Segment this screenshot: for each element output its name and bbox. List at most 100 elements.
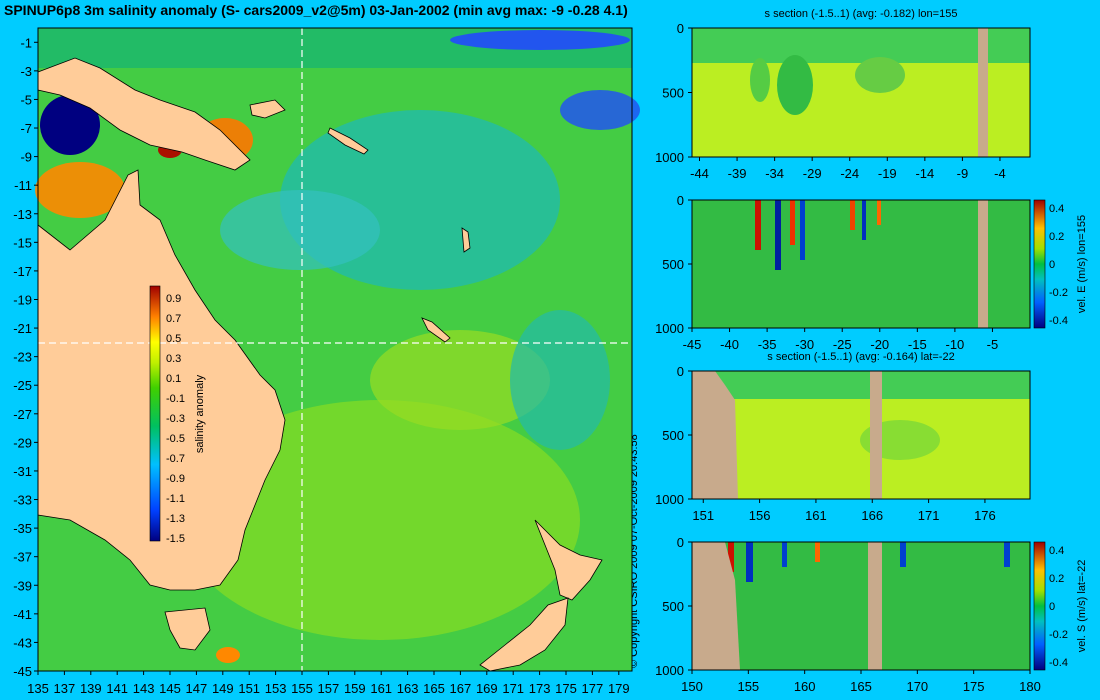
map-y-tick-label: -41 bbox=[13, 607, 32, 622]
map-x-tick-label: 135 bbox=[27, 681, 49, 696]
panel2-blue-stripe bbox=[862, 200, 866, 240]
map-y-tick-label: -19 bbox=[13, 292, 32, 307]
map-x-tick-label: 167 bbox=[450, 681, 472, 696]
map-land-australia bbox=[37, 169, 286, 591]
panel-colorbar-tick-label: -0.2 bbox=[1049, 287, 1068, 299]
panel-x-tick-label: 180 bbox=[1019, 679, 1041, 694]
panel-x-tick-label: -34 bbox=[765, 166, 784, 181]
panel2-blue-stripe bbox=[775, 200, 781, 270]
panel-y-tick-label: 1000 bbox=[655, 663, 684, 678]
section-panel-3: s section (-1.5..1) (avg: -0.164) lat=-2… bbox=[691, 351, 1031, 500]
panel-x-tick-label: -40 bbox=[720, 337, 739, 352]
map-colorbar-tick-label: -1.5 bbox=[166, 533, 185, 545]
panel1-land bbox=[978, 28, 988, 157]
map-field-orange-patch bbox=[216, 647, 240, 663]
panel4-blue-stripe bbox=[746, 542, 753, 582]
panel-x-tick-label: -24 bbox=[840, 166, 859, 181]
map-field-navy-patch bbox=[40, 95, 100, 155]
section-panel-1: s section (-1.5..1) (avg: -0.182) lon=15… bbox=[691, 8, 1031, 158]
panel1-green-plume bbox=[777, 55, 813, 115]
section-panel-4: vel. S (m/s) lat=-22 bbox=[691, 541, 1088, 671]
map-colorbar-tick-label: -0.3 bbox=[166, 413, 185, 425]
map-x-tick-label: 161 bbox=[370, 681, 392, 696]
map-y-tick-label: -43 bbox=[13, 635, 32, 650]
map-land-new-caledonia bbox=[421, 317, 451, 343]
panel4-colorbar bbox=[1033, 541, 1046, 671]
map-colorbar-tick-label: 0.7 bbox=[166, 313, 181, 325]
map-field-cyan-patch bbox=[220, 190, 380, 270]
panel-y-tick-label: 1000 bbox=[655, 321, 684, 336]
panel3-land bbox=[870, 371, 882, 499]
map-panel: 135 137 139 141 143 145 147 149 151 153 155 157 159 1… bbox=[13, 27, 640, 696]
map-land-new-guinea bbox=[37, 57, 251, 171]
map-x-tick-label: 143 bbox=[133, 681, 155, 696]
panel-x-tick-label: -14 bbox=[915, 166, 934, 181]
map-colorbar-tick-label: -0.5 bbox=[166, 433, 185, 445]
map-x-tick-label: 177 bbox=[582, 681, 604, 696]
panel2-colorbar bbox=[1033, 199, 1046, 329]
panel-x-tick-label: 165 bbox=[850, 679, 872, 694]
map-colorbar-tick-label: -0.7 bbox=[166, 453, 185, 465]
map-land-new-britain bbox=[249, 99, 286, 119]
map-colorbar-tick-label: -1.3 bbox=[166, 513, 185, 525]
map-y-tick-label: -35 bbox=[13, 521, 32, 536]
map-colorbar-tick-label: -0.9 bbox=[166, 473, 185, 485]
map-y-tick-label: -1 bbox=[20, 35, 32, 50]
panel2-field bbox=[692, 200, 1030, 328]
section-panel-2: vel. E (m/s) lon=155 bbox=[691, 199, 1088, 329]
panel2-red-stripe bbox=[790, 200, 795, 245]
panel-y-tick-label: 1000 bbox=[655, 150, 684, 165]
panel-x-tick-label: -25 bbox=[833, 337, 852, 352]
panel4-blue-stripe bbox=[900, 542, 906, 567]
map-x-tick-label: 175 bbox=[555, 681, 577, 696]
panel3-surface-band bbox=[692, 371, 1030, 399]
panel-x-tick-label: 160 bbox=[794, 679, 816, 694]
map-y-tick-label: -31 bbox=[13, 464, 32, 479]
panel-y-tick-label: 0 bbox=[677, 535, 684, 550]
map-x-tick-label: 155 bbox=[291, 681, 313, 696]
map-y-tick-label: -15 bbox=[13, 235, 32, 250]
map-y-tick-label: -5 bbox=[20, 92, 32, 107]
panel-y-tick-label: 500 bbox=[662, 86, 684, 101]
panel1-title: s section (-1.5..1) (avg: -0.182) lon=15… bbox=[765, 8, 958, 20]
map-x-tick-label: 163 bbox=[397, 681, 419, 696]
map-y-tick-label: -9 bbox=[20, 150, 32, 165]
map-y-tick-label: -33 bbox=[13, 493, 32, 508]
panel-x-tick-label: -45 bbox=[683, 337, 702, 352]
panel-x-tick-label: 171 bbox=[918, 508, 940, 523]
map-y-tick-label: -27 bbox=[13, 407, 32, 422]
map-field-cyan-patch bbox=[510, 310, 610, 450]
panel3-land-west bbox=[692, 371, 738, 499]
map-x-tick-label: 137 bbox=[54, 681, 76, 696]
map-y-tick-label: -45 bbox=[13, 664, 32, 679]
panel4-land-west bbox=[692, 542, 740, 670]
map-x-tick-label: 165 bbox=[423, 681, 445, 696]
page-title: SPINUP6p8 3m salinity anomaly (S- cars20… bbox=[4, 2, 628, 18]
map-y-tick-label: -39 bbox=[13, 578, 32, 593]
panel4-red-stripe bbox=[728, 542, 734, 572]
panel-x-tick-label: 150 bbox=[681, 679, 703, 694]
map-x-tick-label: 139 bbox=[80, 681, 102, 696]
map-colorbar-tick-label: 0.9 bbox=[166, 293, 181, 305]
panel4-land bbox=[868, 542, 882, 670]
panel-x-tick-label: -9 bbox=[957, 166, 969, 181]
map-y-axis: -1 -3 -5 -7 -9 -11 -13 -15 -17 -19 -21 -23 -25 -27 -29… bbox=[13, 35, 38, 679]
map-x-tick-label: 159 bbox=[344, 681, 366, 696]
map-y-tick-label: -25 bbox=[13, 378, 32, 393]
panel-x-tick-label: -30 bbox=[795, 337, 814, 352]
map-field-yellow-patch bbox=[370, 330, 550, 430]
panel-y-tick-label: 1000 bbox=[655, 492, 684, 507]
map-colorbar bbox=[149, 285, 161, 542]
map-x-tick-label: 173 bbox=[529, 681, 551, 696]
panel-colorbar-tick-label: 0.4 bbox=[1049, 203, 1064, 215]
map-y-tick-label: -29 bbox=[13, 435, 32, 450]
map-land-solomon-islands bbox=[327, 127, 369, 155]
panel-colorbar-tick-label: 0 bbox=[1049, 259, 1055, 271]
panel-x-tick-label: -15 bbox=[908, 337, 927, 352]
map-colorbar-tick-label: 0.5 bbox=[166, 333, 181, 345]
panel-colorbar-tick-label: 0 bbox=[1049, 601, 1055, 613]
map-x-axis: 135 137 139 141 143 145 147 149 151 153 155 157 159 1… bbox=[27, 671, 630, 696]
map-x-tick-label: 157 bbox=[318, 681, 340, 696]
panel2-land bbox=[978, 200, 988, 328]
panel-y-tick-label: 500 bbox=[662, 428, 684, 443]
